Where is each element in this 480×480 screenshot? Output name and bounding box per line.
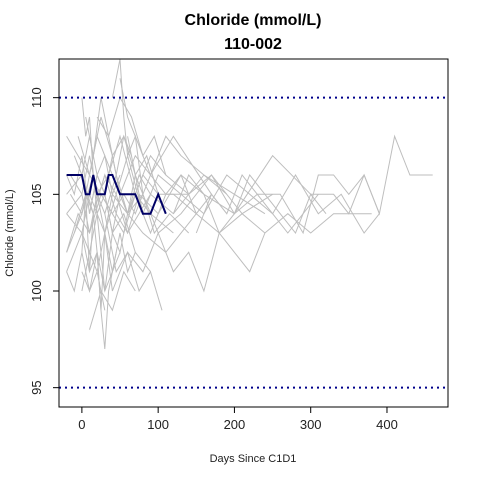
background-series-group xyxy=(66,58,433,350)
background-series-line xyxy=(66,173,273,234)
background-series-line xyxy=(111,58,190,235)
background-series-line xyxy=(89,270,136,330)
x-tick-label: 0 xyxy=(78,417,85,432)
y-tick-label: 105 xyxy=(29,183,44,205)
y-tick-label: 100 xyxy=(29,280,44,302)
background-series-line xyxy=(172,174,327,234)
background-series-line xyxy=(81,232,136,293)
highlight-series-group xyxy=(66,174,167,215)
background-series-line xyxy=(81,97,151,273)
x-tick-label: 300 xyxy=(300,417,322,432)
plot-frame xyxy=(58,58,449,408)
background-series-line xyxy=(195,174,319,234)
background-series-line xyxy=(81,232,117,350)
x-axis-label: Days Since C1D1 xyxy=(210,453,297,465)
background-series-line xyxy=(66,193,174,253)
background-series-line xyxy=(119,78,228,195)
x-tick-label: 100 xyxy=(147,417,169,432)
background-series-line xyxy=(157,231,266,293)
background-series-line xyxy=(104,213,163,311)
x-tick-label: 200 xyxy=(224,417,246,432)
background-series-line xyxy=(66,134,121,197)
y-axis: 95 100 105 110 xyxy=(29,87,60,395)
background-series-line xyxy=(66,173,266,235)
chart-title: Chloride (mmol/L) xyxy=(185,12,322,29)
reference-lines-group xyxy=(59,96,448,389)
x-tick-label: 400 xyxy=(376,417,398,432)
chart-subtitle: 110-002 xyxy=(224,36,282,53)
background-series-line xyxy=(66,252,106,311)
y-tick-label: 95 xyxy=(29,380,44,394)
background-series-line xyxy=(96,96,167,176)
x-axis: 0 100 200 300 400 xyxy=(78,406,398,432)
background-series-line xyxy=(69,134,190,196)
background-series-line xyxy=(127,136,212,235)
highlight-series-line xyxy=(66,174,167,215)
y-axis-label: Chloride (mmol/L) xyxy=(4,189,16,276)
y-tick-label: 110 xyxy=(29,87,44,108)
